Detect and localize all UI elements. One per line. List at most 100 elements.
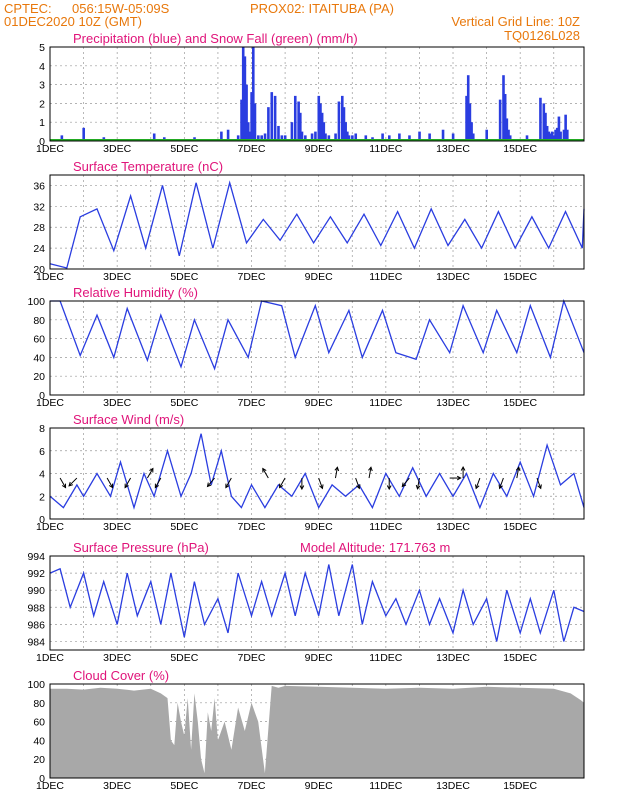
humidity-frame bbox=[49, 300, 585, 396]
wind-arrow-shaft bbox=[146, 468, 154, 479]
precip-bar bbox=[300, 131, 304, 141]
wind-ytick-label: 4 bbox=[39, 469, 45, 481]
precip-bar bbox=[337, 101, 341, 141]
precip-bar bbox=[324, 133, 327, 141]
cloud-ytick-label: 0 bbox=[39, 773, 45, 785]
pressure-ytick-label: 986 bbox=[27, 619, 45, 631]
wind-arrow-shaft bbox=[124, 477, 132, 488]
humidity-xtick-label: 7DEC bbox=[238, 397, 266, 409]
panel-temperature: Surface Temperature (nC) 20 24 28 32 36 1DEC 3D… bbox=[33, 159, 585, 283]
wind-arrow bbox=[68, 477, 78, 487]
precip-bar bbox=[248, 131, 252, 141]
wind-xtick-label: 7DEC bbox=[238, 521, 266, 533]
precip-bar bbox=[250, 92, 253, 141]
humidity-title: Relative Humidity (%) bbox=[73, 285, 198, 300]
precip-bar bbox=[60, 135, 64, 141]
wind-arrow-shaft bbox=[499, 477, 504, 489]
precip-bar bbox=[253, 103, 257, 141]
precip-bar bbox=[470, 122, 473, 141]
precip-bar bbox=[557, 116, 561, 141]
precip-bar bbox=[505, 118, 509, 141]
wind-xtick-label: 13DEC bbox=[436, 521, 470, 533]
wind-arrow bbox=[449, 475, 462, 481]
panel-wind: Surface Wind (m/s) 0 2 4 6 8 1DEC 3DEC 5DEC 7DEC 9… bbox=[36, 412, 585, 533]
pressure-xtick-label: 11DEC bbox=[369, 652, 402, 664]
precip-bar bbox=[283, 135, 287, 141]
precip-ytick-label: 5 bbox=[39, 42, 45, 54]
precip-bar bbox=[485, 129, 489, 141]
precip-bar bbox=[152, 133, 156, 141]
precip-bar bbox=[243, 56, 247, 141]
precip-bar bbox=[317, 95, 321, 141]
wind-arrow bbox=[536, 477, 542, 490]
wind-xtick-label: 5DEC bbox=[170, 521, 198, 533]
cloud-ytick-label: 20 bbox=[33, 754, 45, 766]
precip-bar bbox=[334, 133, 337, 141]
precip-bar bbox=[539, 97, 542, 141]
wind-arrow-head bbox=[334, 466, 340, 472]
temperature-xtick-label: 5DEC bbox=[170, 271, 198, 283]
cloud-ytick-label: 40 bbox=[33, 735, 45, 747]
wind-arrow-shaft bbox=[59, 477, 67, 488]
precip-bar bbox=[257, 135, 260, 141]
temperature-xtick-label: 13DEC bbox=[436, 271, 470, 283]
precip-bar bbox=[566, 129, 569, 141]
precip-bar bbox=[544, 112, 547, 141]
wind-arrow-shaft bbox=[536, 477, 542, 489]
precip-bar bbox=[246, 122, 250, 141]
wind-arrow bbox=[124, 477, 132, 489]
wind-arrow bbox=[279, 477, 286, 489]
precip-bar bbox=[273, 95, 277, 141]
wind-xtick-label: 3DEC bbox=[103, 521, 131, 533]
wind-arrow bbox=[515, 466, 521, 479]
wind-arrow-shaft bbox=[355, 477, 360, 489]
humidity-xtick-label: 3DEC bbox=[103, 397, 131, 409]
pressure-altitude-note: Model Altitude: 171.763 m bbox=[300, 540, 450, 555]
header-org: CPTEC: bbox=[4, 1, 52, 16]
panel-humidity: Relative Humidity (%) 0 20 40 60 80 100 1DEC 3DE… bbox=[27, 285, 585, 409]
precip-bar bbox=[263, 133, 267, 141]
wind-ytick-label: 0 bbox=[39, 514, 45, 526]
wind-arrow-shaft bbox=[154, 477, 162, 488]
precip-xtick-label: 15DEC bbox=[503, 143, 537, 155]
temperature-xtick-label: 15DEC bbox=[503, 271, 537, 283]
pressure-ytick-label: 984 bbox=[27, 636, 45, 648]
wind-arrow bbox=[334, 466, 340, 479]
wind-arrow-head bbox=[356, 484, 361, 490]
wind-arrow-shaft bbox=[368, 467, 372, 479]
temperature-series-line bbox=[49, 180, 585, 269]
precip-xtick-label: 5DEC bbox=[170, 143, 198, 155]
precip-bar bbox=[498, 99, 502, 141]
wind-arrow-head bbox=[279, 483, 284, 489]
wind-xtick-label: 1DEC bbox=[36, 521, 64, 533]
panel-cloud: Cloud Cover (%) 0 20 40 60 80 100 1DEC 3DEC 5DEC 7… bbox=[27, 668, 585, 792]
pressure-xtick-label: 15DEC bbox=[503, 652, 537, 664]
precip-bar bbox=[408, 135, 411, 141]
humidity-series-line bbox=[50, 298, 585, 371]
wind-arrow-head bbox=[415, 484, 421, 490]
wind-arrow-head bbox=[401, 482, 407, 488]
pressure-xtick-label: 13DEC bbox=[436, 652, 470, 664]
precip-ytick-label: 2 bbox=[39, 98, 45, 110]
precip-bar bbox=[508, 135, 512, 141]
precip-ytick-label: 1 bbox=[39, 117, 45, 129]
cloud-area bbox=[50, 685, 584, 778]
header-coords: 056:15W-05:09S bbox=[72, 1, 170, 16]
humidity-ytick-label: 80 bbox=[33, 315, 45, 327]
header: CPTEC: 056:15W-05:09S PROX02: ITAITUBA (… bbox=[4, 1, 580, 43]
wind-arrow-head bbox=[537, 484, 542, 490]
wind-arrow-head bbox=[386, 485, 392, 491]
wind-arrow-shaft bbox=[68, 477, 78, 487]
wind-arrow-shaft bbox=[417, 477, 420, 489]
wind-arrow-shaft bbox=[401, 477, 410, 487]
precip-bar bbox=[344, 122, 347, 141]
cloud-xtick-label: 13DEC bbox=[436, 780, 470, 792]
precip-bar bbox=[340, 95, 344, 141]
wind-arrow-head bbox=[154, 483, 160, 489]
pressure-xtick-label: 5DEC bbox=[170, 652, 198, 664]
precip-bar bbox=[280, 135, 284, 141]
wind-arrow-shaft bbox=[279, 477, 286, 488]
humidity-xtick-label: 9DEC bbox=[305, 397, 333, 409]
precip-bar bbox=[347, 135, 351, 141]
precip-bar bbox=[364, 135, 368, 141]
